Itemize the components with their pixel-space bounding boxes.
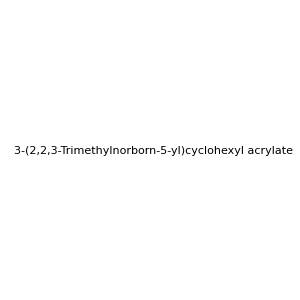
Text: 3-(2,2,3-Trimethylnorborn-5-yl)cyclohexyl acrylate: 3-(2,2,3-Trimethylnorborn-5-yl)cyclohexy… bbox=[14, 146, 293, 157]
